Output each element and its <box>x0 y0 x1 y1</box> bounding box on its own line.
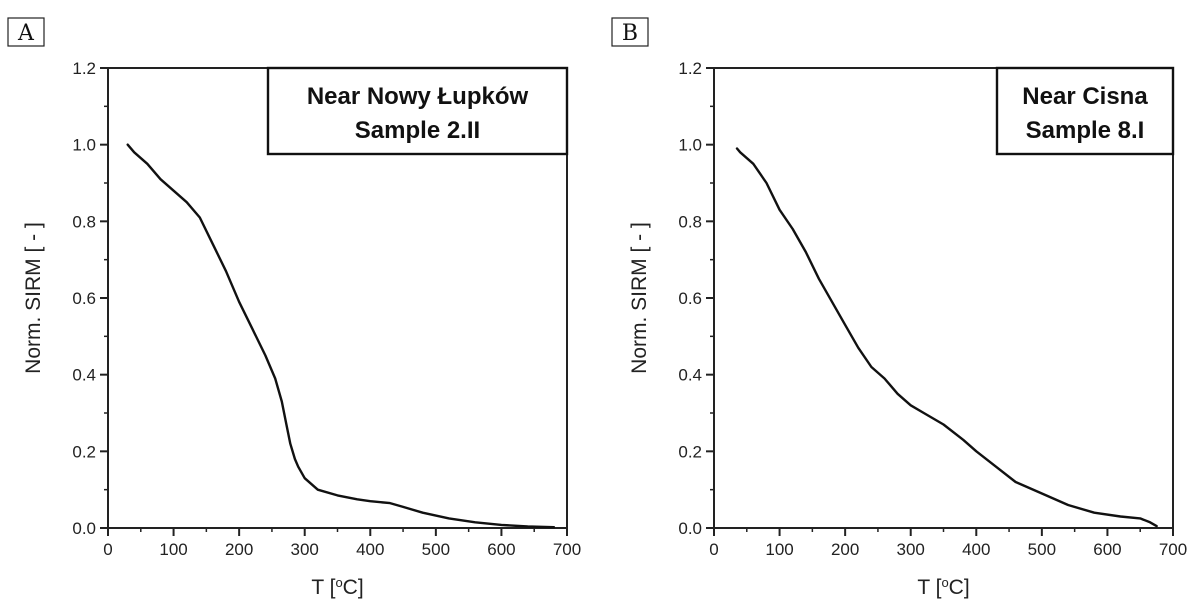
y-tick-label: 1.0 <box>678 136 702 155</box>
panel-tag-box <box>611 17 649 47</box>
x-tick-label: 100 <box>765 540 793 559</box>
x-tick-label: 500 <box>422 540 450 559</box>
y-tick-label: 0.2 <box>678 442 702 461</box>
x-tick-label: 200 <box>225 540 253 559</box>
chart-panel-a: A 0 100 200 300 400 500 600 700 0.0 0.2 0.4 0.6 0.8 1.… <box>7 17 581 599</box>
x-tick-label: 200 <box>831 540 859 559</box>
sample-title-box <box>995 66 1175 156</box>
sample-title-line: Near Nowy Łupków <box>307 83 529 110</box>
panel-tag-label: B <box>622 21 638 46</box>
x-tick-label: 100 <box>159 540 187 559</box>
y-tick-label: 0.2 <box>72 442 96 461</box>
y-tick-label: 0.6 <box>72 289 96 308</box>
panel-tag-label: A <box>17 21 35 46</box>
x-tick-label: 300 <box>291 540 319 559</box>
x-tick-label: 700 <box>553 540 581 559</box>
x-tick-label: 700 <box>1159 540 1187 559</box>
y-tick-label: 1.0 <box>72 136 96 155</box>
x-tick-label: 500 <box>1028 540 1056 559</box>
x-tick-label: 300 <box>897 540 925 559</box>
y-tick-label: 0.0 <box>72 519 96 538</box>
y-tick-label: 0.0 <box>678 519 702 538</box>
y-tick-label: 0.8 <box>72 212 96 231</box>
sample-title-line: Near Cisna <box>1022 83 1148 110</box>
x-tick-label: 0 <box>103 540 112 559</box>
chart-panel-b: B 0 100 200 300 400 500 600 700 0.0 0.2 0.4 0.6 0.8 1.… <box>611 17 1187 599</box>
sample-title-box <box>266 66 569 156</box>
y-axis-label: Norm. SIRM [ - ] <box>22 222 45 374</box>
data-series-line <box>126 143 556 529</box>
data-series-line <box>735 147 1158 528</box>
x-tick-label: 600 <box>487 540 515 559</box>
y-tick-label: 0.8 <box>678 212 702 231</box>
x-tick-label: 400 <box>356 540 384 559</box>
y-axis-label: Norm. SIRM [ - ] <box>628 222 651 374</box>
y-tick-label: 1.2 <box>678 59 702 78</box>
sample-title-line: Sample 8.I <box>1026 117 1145 144</box>
y-tick-label: 1.2 <box>72 59 96 78</box>
x-tick-label: 400 <box>962 540 990 559</box>
x-axis-label: T [oC] <box>311 575 363 599</box>
x-tick-label: 600 <box>1093 540 1121 559</box>
y-tick-label: 0.6 <box>678 289 702 308</box>
y-tick-label: 0.4 <box>678 366 702 385</box>
x-axis-label: T [oC] <box>917 575 969 599</box>
x-tick-label: 0 <box>709 540 718 559</box>
y-tick-label: 0.4 <box>72 366 96 385</box>
panel-tag-box <box>7 17 45 47</box>
sample-title-line: Sample 2.II <box>355 117 480 144</box>
